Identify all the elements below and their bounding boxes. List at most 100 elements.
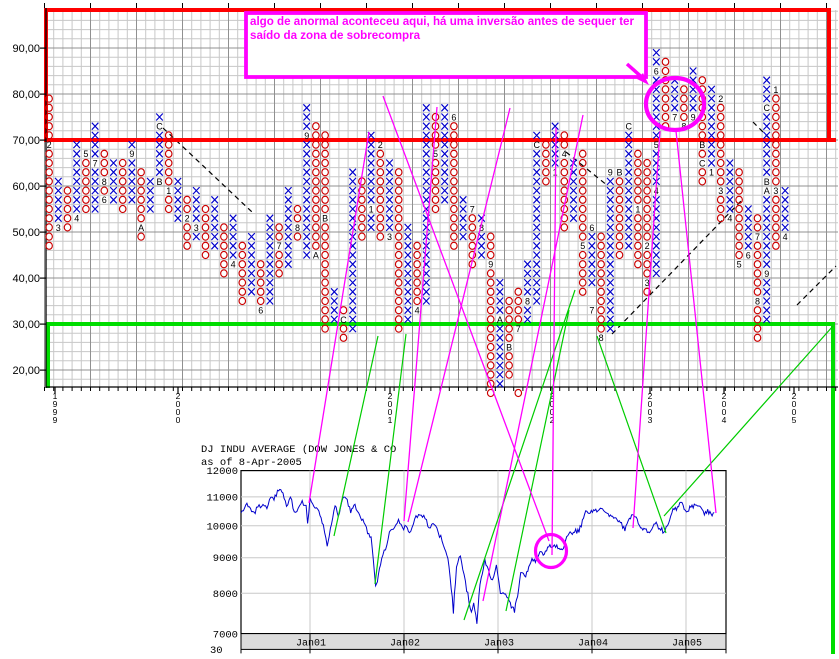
svg-text:2: 2 <box>645 241 650 251</box>
svg-text:A: A <box>138 223 144 233</box>
svg-text:A: A <box>764 186 770 196</box>
svg-text:7: 7 <box>93 158 98 168</box>
svg-text:2: 2 <box>388 391 393 401</box>
svg-text:5: 5 <box>654 140 659 150</box>
svg-text:3: 3 <box>773 186 778 196</box>
svg-text:Jan05: Jan05 <box>672 639 702 650</box>
svg-text:1: 1 <box>773 85 778 95</box>
svg-text:2: 2 <box>718 94 723 104</box>
svg-text:9: 9 <box>691 112 696 122</box>
svg-text:B: B <box>322 214 328 224</box>
svg-text:as of 8-Apr-2005: as of 8-Apr-2005 <box>201 457 302 469</box>
svg-text:0: 0 <box>792 407 797 417</box>
svg-text:80,00: 80,00 <box>12 89 40 101</box>
svg-text:2: 2 <box>378 140 383 150</box>
svg-text:4: 4 <box>727 214 732 224</box>
svg-text:5: 5 <box>83 149 88 159</box>
svg-text:1: 1 <box>388 415 393 425</box>
svg-text:0: 0 <box>550 407 555 417</box>
svg-text:5: 5 <box>792 415 797 425</box>
svg-text:7000: 7000 <box>213 629 238 641</box>
svg-text:9: 9 <box>53 399 58 409</box>
svg-text:Jan01: Jan01 <box>296 639 326 650</box>
svg-text:30: 30 <box>210 645 223 654</box>
svg-text:C: C <box>156 122 163 132</box>
svg-text:Jan03: Jan03 <box>484 639 514 650</box>
svg-text:90,00: 90,00 <box>12 43 40 55</box>
svg-text:6: 6 <box>102 195 107 205</box>
svg-text:6: 6 <box>589 223 594 233</box>
svg-text:11000: 11000 <box>206 492 238 504</box>
svg-text:2: 2 <box>792 391 797 401</box>
svg-text:0: 0 <box>388 399 393 409</box>
svg-text:0: 0 <box>792 399 797 409</box>
svg-text:C: C <box>699 158 706 168</box>
svg-text:5: 5 <box>433 149 438 159</box>
svg-text:4: 4 <box>722 415 727 425</box>
svg-text:7: 7 <box>470 204 475 214</box>
svg-text:60,00: 60,00 <box>12 181 40 193</box>
svg-text:5: 5 <box>737 260 742 270</box>
svg-text:2: 2 <box>176 391 181 401</box>
svg-text:4: 4 <box>415 306 420 316</box>
svg-text:A: A <box>313 250 319 260</box>
svg-text:9000: 9000 <box>213 553 238 565</box>
svg-text:C: C <box>763 103 770 113</box>
svg-text:9: 9 <box>53 415 58 425</box>
svg-text:9: 9 <box>129 149 134 159</box>
svg-text:B: B <box>699 140 705 150</box>
svg-text:8: 8 <box>295 223 300 233</box>
svg-text:9: 9 <box>608 168 613 178</box>
svg-text:8: 8 <box>479 223 484 233</box>
svg-text:6: 6 <box>258 306 263 316</box>
svg-text:2: 2 <box>550 415 555 425</box>
svg-text:8: 8 <box>599 333 604 343</box>
svg-text:0: 0 <box>722 399 727 409</box>
svg-text:C: C <box>533 140 540 150</box>
svg-text:0: 0 <box>648 399 653 409</box>
svg-text:1: 1 <box>166 186 171 196</box>
svg-text:8000: 8000 <box>213 589 238 601</box>
svg-text:B: B <box>156 177 162 187</box>
svg-text:2: 2 <box>550 391 555 401</box>
svg-text:9: 9 <box>53 407 58 417</box>
svg-text:B: B <box>506 342 512 352</box>
svg-text:10000: 10000 <box>206 521 238 533</box>
svg-text:0: 0 <box>176 399 181 409</box>
svg-text:7: 7 <box>277 241 282 251</box>
svg-text:12000: 12000 <box>206 466 238 478</box>
svg-text:9: 9 <box>764 269 769 279</box>
svg-text:C: C <box>625 122 632 132</box>
svg-text:2: 2 <box>722 391 727 401</box>
svg-text:1: 1 <box>53 391 58 401</box>
svg-text:C: C <box>340 315 347 325</box>
svg-text:4: 4 <box>74 214 79 224</box>
svg-text:2: 2 <box>648 391 653 401</box>
svg-text:3: 3 <box>194 223 199 233</box>
svg-text:5: 5 <box>580 241 585 251</box>
svg-text:A: A <box>497 315 503 325</box>
svg-text:0: 0 <box>388 407 393 417</box>
svg-text:7: 7 <box>672 112 677 122</box>
svg-text:2: 2 <box>47 140 52 150</box>
svg-text:Jan02: Jan02 <box>390 639 420 650</box>
svg-text:7: 7 <box>589 306 594 316</box>
svg-text:3: 3 <box>56 223 61 233</box>
svg-text:4: 4 <box>783 232 788 242</box>
svg-text:0: 0 <box>648 407 653 417</box>
svg-text:6: 6 <box>746 250 751 260</box>
svg-text:0: 0 <box>176 407 181 417</box>
svg-text:8: 8 <box>102 177 107 187</box>
svg-text:8: 8 <box>525 296 530 306</box>
svg-text:6: 6 <box>654 66 659 76</box>
svg-text:0: 0 <box>176 415 181 425</box>
svg-text:1: 1 <box>369 204 374 214</box>
svg-text:saído da zona de sobrecompra: saído da zona de sobrecompra <box>250 29 421 42</box>
svg-text:7: 7 <box>516 324 521 334</box>
svg-text:50,00: 50,00 <box>12 227 40 239</box>
svg-text:3: 3 <box>648 415 653 425</box>
svg-text:9: 9 <box>488 260 493 270</box>
svg-text:3: 3 <box>645 278 650 288</box>
svg-text:9: 9 <box>304 131 309 141</box>
svg-text:2: 2 <box>185 214 190 224</box>
